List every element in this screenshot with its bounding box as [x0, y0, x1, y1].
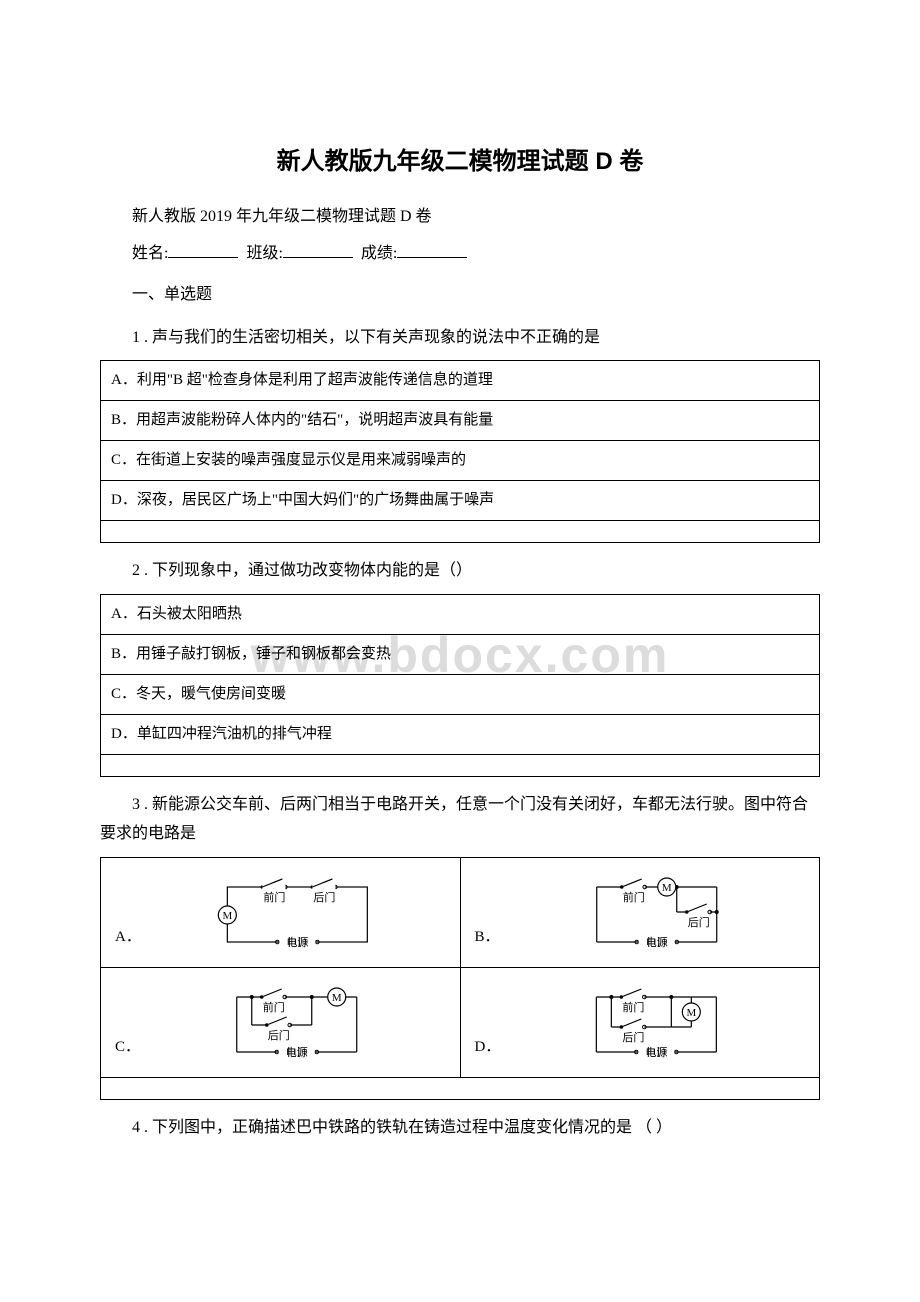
name-label: 姓名:: [132, 245, 168, 262]
svg-text:M: M: [687, 1007, 697, 1019]
svg-text:M: M: [222, 910, 232, 922]
document-content: 新人教版九年级二模物理试题 D 卷 新人教版 2019 年九年级二模物理试题 D…: [100, 140, 820, 1143]
q1-option-d: D．深夜，居民区广场上"中国大妈们"的广场舞曲属于噪声: [101, 481, 820, 521]
svg-text:M: M: [661, 882, 671, 894]
q3-text: 3 . 新能源公交车前、后两门相当于电路开关，任意一个门没有关闭好，车都无法行驶…: [100, 791, 820, 849]
form-line: 姓名: 班级: 成绩:: [100, 240, 820, 269]
q2-option-c: C．冬天，暖气使房间变暖: [101, 675, 820, 715]
q3-text-span: 3 . 新能源公交车前、后两门相当于电路开关，任意一个门没有关闭好，车都无法行驶…: [100, 796, 808, 842]
q2-option-b: B．用锤子敲打钢板，锤子和钢板都会变热: [101, 635, 820, 675]
q3-label-b: B．: [475, 924, 500, 951]
svg-text:M: M: [332, 992, 342, 1004]
q2-options-table: A．石头被太阳晒热 B．用锤子敲打钢板，锤子和钢板都会变热 C．冬天，暖气使房间…: [100, 594, 820, 777]
q3-option-a: A． 前门 后门: [101, 857, 461, 967]
svg-text:前门: 前门: [623, 1000, 645, 1014]
class-label: 班级:: [246, 245, 282, 262]
name-blank[interactable]: [168, 242, 238, 258]
q4-text: 4 . 下列图中，正确描述巴中铁路的铁轨在铸造过程中温度变化情况的是 （ ）: [100, 1114, 820, 1143]
circuit-diagram-b: 前门 后门 M 电源: [508, 877, 805, 957]
q3-empty-row: [101, 1077, 820, 1099]
q1-options-table: A．利用"B 超"检查身体是利用了超声波能传递信息的道理 B．用超声波能粉碎人体…: [100, 360, 820, 543]
q3-options-table: A． 前门 后门: [100, 857, 820, 1100]
q2-empty-row: [101, 755, 820, 777]
q1-option-a: A．利用"B 超"检查身体是利用了超声波能传递信息的道理: [101, 361, 820, 401]
score-blank[interactable]: [397, 242, 467, 258]
q1-empty-row: [101, 521, 820, 543]
q3-label-a: A．: [115, 924, 141, 951]
q1-option-c: C．在街道上安装的噪声强度显示仪是用来减弱噪声的: [101, 441, 820, 481]
svg-text:后门: 后门: [623, 1030, 645, 1044]
subtitle: 新人教版 2019 年九年级二模物理试题 D 卷: [100, 203, 820, 232]
q1-text: 1 . 声与我们的生活密切相关，以下有关声现象的说法中不正确的是: [100, 324, 820, 353]
q3-option-d: D．: [460, 967, 820, 1077]
svg-text:前门: 前门: [263, 1000, 285, 1014]
svg-text:后门: 后门: [268, 1028, 290, 1042]
q2-option-d: D．单缸四冲程汽油机的排气冲程: [101, 715, 820, 755]
circuit-diagram-a: 前门 后门 M 电源: [149, 877, 446, 957]
q2-text: 2 . 下列现象中，通过做功改变物体内能的是（）: [100, 557, 820, 586]
page-title: 新人教版九年级二模物理试题 D 卷: [100, 140, 820, 183]
q3-label-c: C．: [115, 1034, 140, 1061]
q2-option-a: A．石头被太阳晒热: [101, 595, 820, 635]
q1-option-b: B．用超声波能粉碎人体内的"结石"，说明超声波具有能量: [101, 401, 820, 441]
svg-text:后门: 后门: [313, 890, 335, 904]
svg-text:前门: 前门: [263, 890, 285, 904]
score-label: 成绩:: [361, 245, 397, 262]
q3-label-d: D．: [475, 1034, 501, 1061]
q3-option-c: C．: [101, 967, 461, 1077]
circuit-diagram-d: 前门 后门 M 电源: [508, 987, 805, 1067]
q3-option-b: B． 前门: [460, 857, 820, 967]
svg-text:后门: 后门: [687, 915, 709, 929]
circuit-diagram-c: 前门 后门 M 电源: [148, 987, 445, 1067]
section-heading: 一、单选题: [100, 281, 820, 310]
class-blank[interactable]: [283, 242, 353, 258]
svg-text:前门: 前门: [622, 890, 644, 904]
